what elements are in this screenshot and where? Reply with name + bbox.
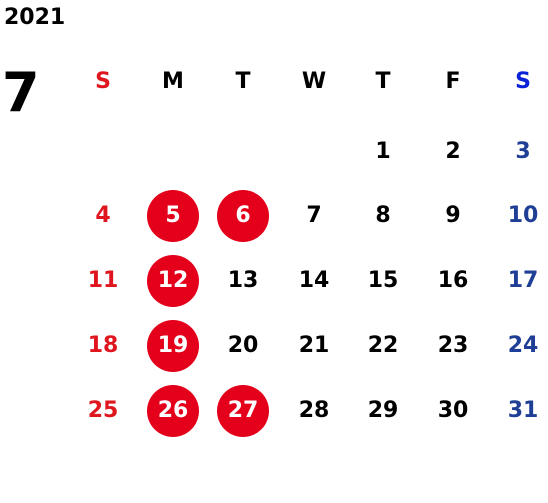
year-label: 2021 — [4, 5, 66, 30]
day-cell-8[interactable]: 8 — [375, 203, 391, 228]
weekday-header-thu: T — [375, 69, 391, 94]
day-cell-10[interactable]: 10 — [507, 203, 539, 228]
day-cell-5[interactable]: 5 — [147, 190, 199, 242]
day-cell-2[interactable]: 2 — [445, 139, 461, 164]
weekday-header-wed: W — [301, 69, 327, 94]
day-cell-22[interactable]: 22 — [367, 333, 399, 358]
month-number: 7 — [2, 61, 40, 124]
day-cell-3[interactable]: 3 — [515, 139, 531, 164]
day-cell-20[interactable]: 20 — [227, 333, 259, 358]
weekday-header-sun: S — [95, 69, 111, 94]
weekday-header-fri: F — [445, 69, 461, 94]
day-cell-16[interactable]: 16 — [437, 268, 469, 293]
day-cell-14[interactable]: 14 — [298, 268, 330, 293]
weekday-header-sat: S — [515, 69, 531, 94]
day-cell-12[interactable]: 12 — [147, 255, 199, 307]
weekday-header-tue: T — [235, 69, 251, 94]
day-cell-30[interactable]: 30 — [437, 398, 469, 423]
day-cell-24[interactable]: 24 — [507, 333, 539, 358]
day-cell-29[interactable]: 29 — [367, 398, 399, 423]
day-cell-18[interactable]: 18 — [87, 333, 119, 358]
day-cell-6[interactable]: 6 — [217, 190, 269, 242]
day-cell-17[interactable]: 17 — [507, 268, 539, 293]
day-cell-26[interactable]: 26 — [147, 385, 199, 437]
day-cell-19[interactable]: 19 — [147, 320, 199, 372]
day-cell-13[interactable]: 13 — [227, 268, 259, 293]
day-cell-7[interactable]: 7 — [306, 203, 322, 228]
day-cell-11[interactable]: 11 — [87, 268, 119, 293]
day-cell-9[interactable]: 9 — [445, 203, 461, 228]
day-cell-31[interactable]: 31 — [507, 398, 539, 423]
day-cell-15[interactable]: 15 — [367, 268, 399, 293]
day-cell-21[interactable]: 21 — [298, 333, 330, 358]
day-cell-1[interactable]: 1 — [375, 139, 391, 164]
day-cell-27[interactable]: 27 — [217, 385, 269, 437]
day-cell-25[interactable]: 25 — [87, 398, 119, 423]
day-cell-28[interactable]: 28 — [298, 398, 330, 423]
day-cell-4[interactable]: 4 — [95, 203, 111, 228]
day-cell-23[interactable]: 23 — [437, 333, 469, 358]
weekday-header-mon: M — [162, 69, 184, 94]
